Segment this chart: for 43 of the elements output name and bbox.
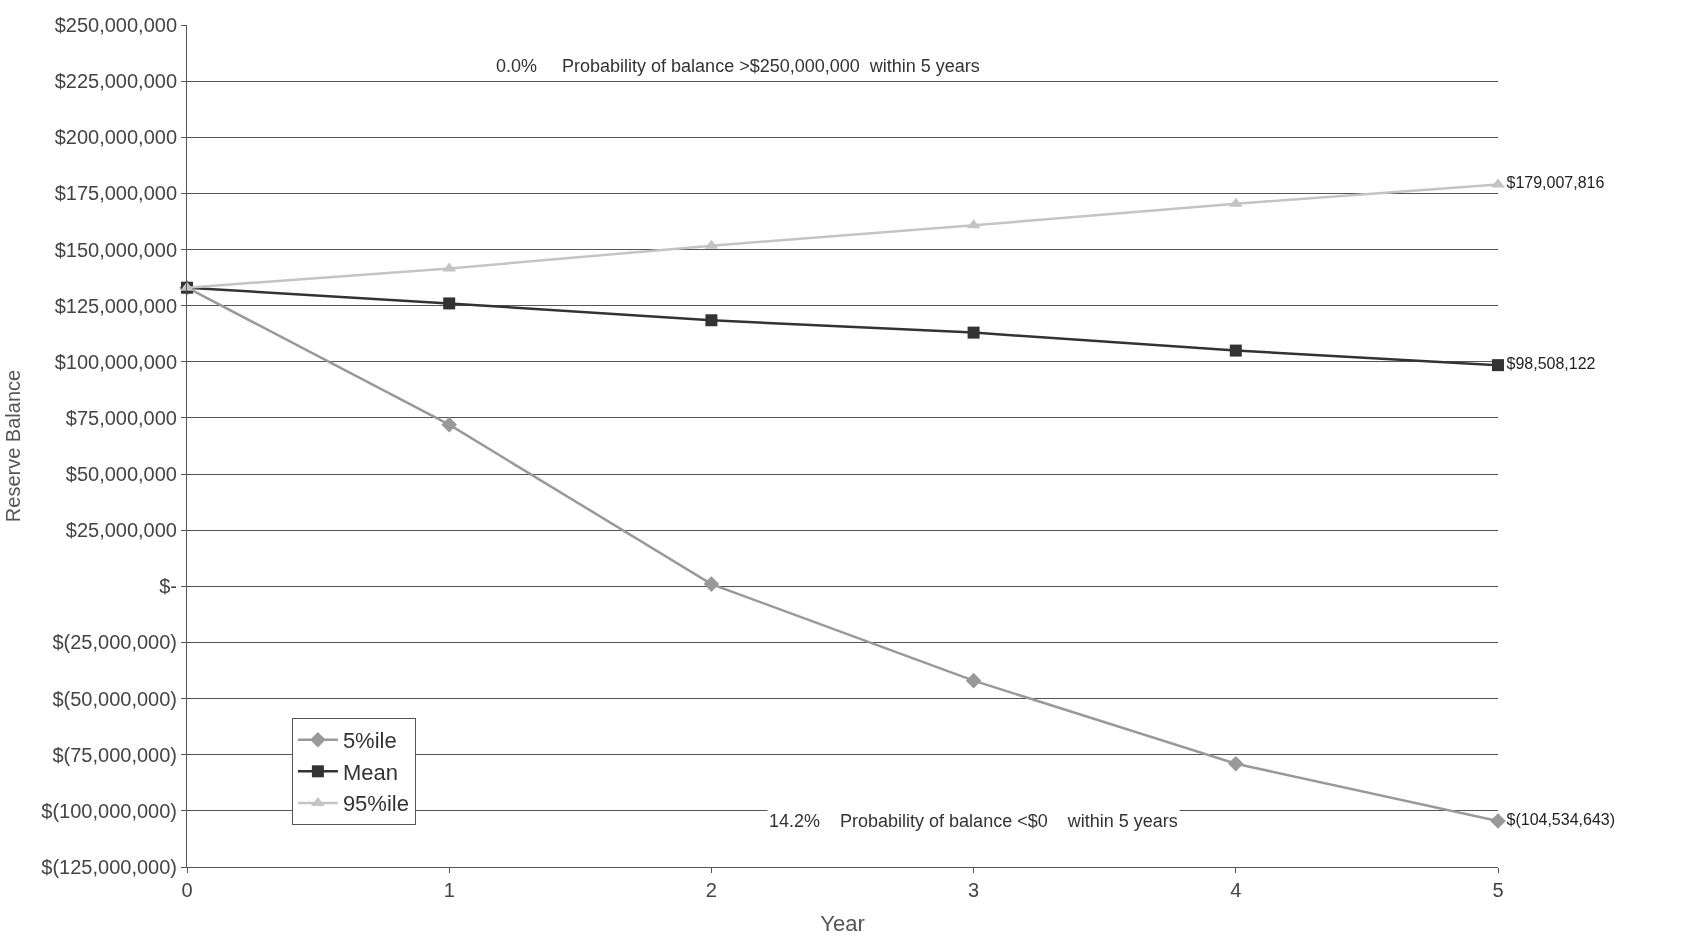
y-tick-label: $200,000,000 xyxy=(54,126,177,149)
point xyxy=(705,314,718,327)
x-tick-label: 4 xyxy=(1230,879,1242,901)
x-tick-label: 0 xyxy=(181,879,193,901)
annotation: 14.2% Probability of balance <$0 within 5 years xyxy=(769,811,1178,831)
annotation: 0.0% Probability of balance >$250,000,000 within 5 years xyxy=(496,56,980,76)
data-label: $(104,534,643) xyxy=(1506,811,1616,829)
point xyxy=(441,416,457,433)
point xyxy=(703,576,720,592)
y-tick-label: $(25,000,000) xyxy=(52,631,177,654)
y-tick-label: $250,000,000 xyxy=(54,14,177,36)
y-tick-label: $75,000,000 xyxy=(65,406,177,429)
point xyxy=(965,672,982,689)
x-tick-label: 2 xyxy=(705,879,717,901)
x-axis-title: Year xyxy=(820,910,865,936)
legend-label: 95%ile xyxy=(342,791,409,817)
y-tick-label: $175,000,000 xyxy=(54,182,177,205)
y-tick-label: $225,000,000 xyxy=(54,70,177,93)
point xyxy=(1229,344,1242,357)
legend-label: Mean xyxy=(342,759,398,785)
y-tick-label: $125,000,000 xyxy=(54,294,177,317)
point xyxy=(443,297,456,310)
point xyxy=(967,326,980,339)
point xyxy=(1490,813,1506,829)
x-tick-label: 3 xyxy=(968,879,980,901)
legend-label: 5%ile xyxy=(342,728,397,754)
point xyxy=(1491,178,1505,188)
data-label: $98,508,122 xyxy=(1506,355,1596,373)
data-label: $179,007,816 xyxy=(1506,174,1605,192)
y-tick-label: $25,000,000 xyxy=(65,519,177,542)
y-tick-label: $(125,000,000) xyxy=(41,856,177,878)
y-tick-label: $(50,000,000) xyxy=(52,687,177,710)
x-tick-label: 1 xyxy=(443,879,455,901)
y-tick-label: $50,000,000 xyxy=(65,463,177,486)
y-axis-title: Reserve Balance xyxy=(1,369,24,523)
x-tick-label: 5 xyxy=(1492,879,1504,901)
y-tick-label: $150,000,000 xyxy=(54,238,177,261)
point xyxy=(1228,755,1244,772)
y-tick-label: $100,000,000 xyxy=(54,350,177,373)
y-tick-label: $(75,000,000) xyxy=(52,743,177,766)
point xyxy=(1492,359,1504,372)
y-tick-label: $- xyxy=(159,575,177,598)
y-tick-label: $(100,000,000) xyxy=(41,799,177,822)
